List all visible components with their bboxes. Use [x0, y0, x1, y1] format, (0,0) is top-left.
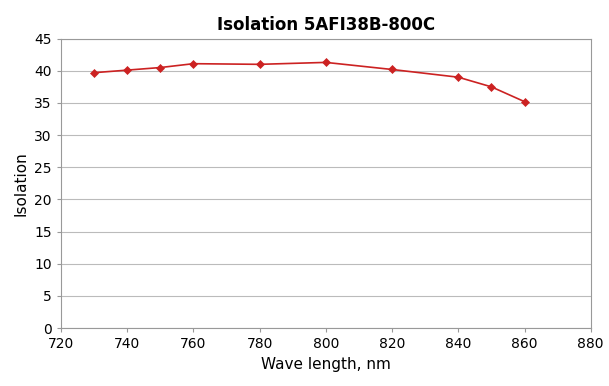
Title: Isolation 5AFI38B-800C: Isolation 5AFI38B-800C — [217, 16, 435, 34]
Y-axis label: Isolation: Isolation — [13, 151, 29, 216]
X-axis label: Wave length, nm: Wave length, nm — [261, 357, 391, 372]
